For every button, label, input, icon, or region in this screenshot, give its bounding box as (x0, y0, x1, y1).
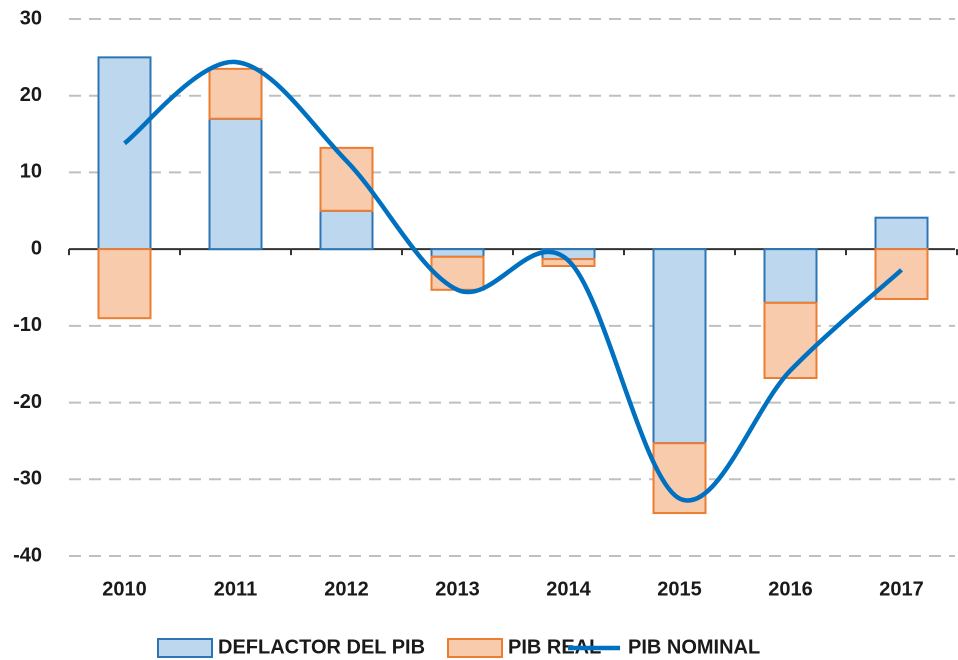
y-tick-label: -10 (13, 314, 42, 336)
y-tick-label: 0 (31, 237, 42, 259)
y-tick-label: -20 (13, 391, 42, 413)
bar (97, 248, 152, 320)
y-tick-label: 10 (20, 161, 42, 183)
x-tick-label: 2016 (768, 578, 813, 600)
x-tick-label: 2010 (102, 578, 147, 600)
bar (208, 67, 263, 120)
x-tick-label: 2012 (324, 578, 369, 600)
x-tick-label: 2015 (657, 578, 702, 600)
bar (874, 216, 929, 251)
y-tick-label: -40 (13, 544, 42, 566)
bar (430, 248, 485, 258)
x-tick-label: 2017 (879, 578, 924, 600)
legend-label: PIB REAL (508, 636, 601, 658)
legend-swatch (157, 638, 213, 658)
bar (319, 209, 374, 251)
x-tick-label: 2013 (435, 578, 480, 600)
bar (874, 248, 929, 301)
line (123, 59, 904, 503)
bar (208, 117, 263, 251)
y-tick-label: -30 (13, 468, 42, 490)
x-tick-label: 2011 (214, 578, 257, 600)
legend-swatch (447, 638, 503, 658)
y-tick-label: 20 (20, 84, 42, 106)
y-tick-label: 30 (20, 7, 42, 29)
bar (97, 56, 152, 251)
bar (763, 248, 818, 304)
bar (652, 248, 707, 445)
bar (430, 255, 485, 291)
x-tick-label: 2014 (546, 578, 591, 600)
legend-label: DEFLACTOR DEL PIB (218, 636, 425, 658)
legend-label: PIB NOMINAL (628, 636, 760, 658)
bar (763, 301, 818, 380)
